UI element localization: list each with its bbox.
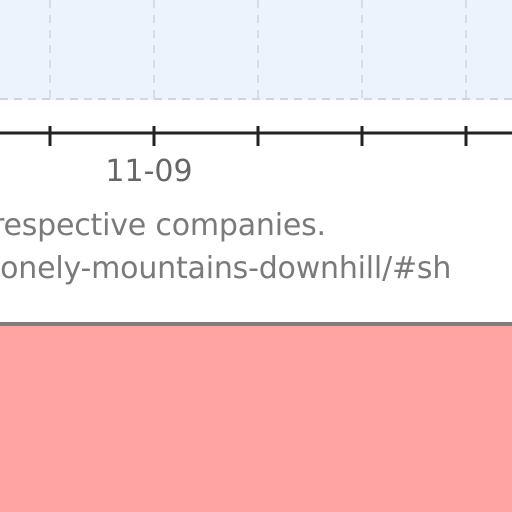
tick-layer: [48, 126, 468, 146]
footnote-copyright: respective companies.: [0, 208, 326, 243]
plot-area: [0, 0, 512, 100]
section-divider: [0, 322, 512, 326]
grid-layer: [0, 0, 512, 100]
timeline-chart: 11-09: [0, 0, 512, 189]
tick-label-layer: 11-09: [105, 154, 192, 189]
bottom-panel: [0, 326, 512, 512]
chart-panel: 11-09: [0, 0, 512, 189]
footnote-source-url[interactable]: lonely-mountains-downhill/#sh: [0, 251, 452, 286]
x-tick-label-11-09: 11-09: [105, 154, 192, 189]
